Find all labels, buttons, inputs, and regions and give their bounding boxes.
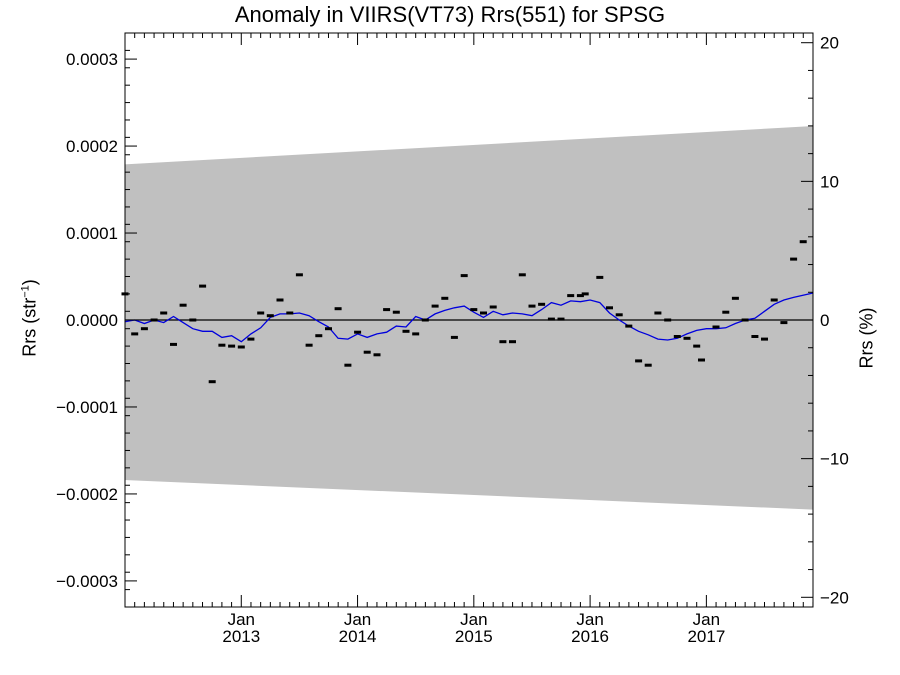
x-tick-month: Jan xyxy=(460,610,487,629)
data-point xyxy=(325,327,332,331)
data-point xyxy=(673,335,681,338)
data-point xyxy=(199,284,207,288)
data-point xyxy=(780,321,788,325)
data-point xyxy=(722,310,730,314)
data-point xyxy=(698,358,705,362)
data-point xyxy=(344,363,352,367)
data-point xyxy=(683,336,691,340)
x-tick-month: Jan xyxy=(228,610,255,629)
data-point xyxy=(160,311,168,315)
data-point xyxy=(751,335,759,338)
x-tick-year: 2013 xyxy=(222,627,260,646)
data-point xyxy=(218,343,226,347)
data-point xyxy=(412,332,420,336)
data-point xyxy=(266,314,274,318)
left-tick-label: −0.0002 xyxy=(56,485,118,504)
data-point xyxy=(150,318,158,322)
data-point xyxy=(276,298,284,302)
data-point xyxy=(228,344,236,348)
left-tick-label: −0.0003 xyxy=(56,572,118,591)
data-point xyxy=(615,313,623,317)
data-point xyxy=(392,310,400,314)
left-tick-label: 0.0002 xyxy=(66,137,118,156)
data-point xyxy=(431,304,439,308)
data-point xyxy=(140,327,148,331)
x-tick-year: 2015 xyxy=(455,627,493,646)
left-tick-label: 0.0001 xyxy=(66,224,118,243)
data-point xyxy=(528,304,536,308)
chart-title: Anomaly in VIIRS(VT73) Rrs(551) for SPSG xyxy=(234,2,666,27)
data-point xyxy=(606,306,613,310)
x-tick-year: 2014 xyxy=(339,627,377,646)
uncertainty-band xyxy=(125,126,813,510)
data-point xyxy=(489,305,497,309)
data-point xyxy=(693,344,701,348)
right-tick-label: 10 xyxy=(820,172,839,191)
data-point xyxy=(557,317,565,321)
right-tick-label: −20 xyxy=(820,588,849,607)
data-point xyxy=(644,363,652,367)
right-tick-label: 20 xyxy=(820,34,839,53)
data-point xyxy=(295,273,303,277)
right-tick-label: −10 xyxy=(820,450,849,469)
data-point xyxy=(460,274,468,278)
x-tick-year: 2017 xyxy=(687,627,725,646)
data-point xyxy=(499,340,507,344)
data-point xyxy=(770,298,778,302)
data-point xyxy=(354,330,362,334)
x-tick-month: Jan xyxy=(693,610,720,629)
left-tick-label: 0.0000 xyxy=(66,311,118,330)
data-point xyxy=(257,311,265,315)
data-point xyxy=(790,257,798,261)
data-point xyxy=(315,334,323,338)
data-point xyxy=(576,294,584,298)
data-point xyxy=(712,325,720,329)
data-point xyxy=(538,302,546,306)
data-point xyxy=(208,380,216,384)
trend-line xyxy=(124,292,814,343)
data-point xyxy=(450,335,458,339)
data-point xyxy=(237,345,245,349)
data-point xyxy=(421,318,429,322)
data-point xyxy=(286,311,294,315)
data-point xyxy=(799,240,807,244)
data-point xyxy=(581,292,589,296)
data-point xyxy=(509,340,516,344)
data-point xyxy=(567,294,575,298)
data-point xyxy=(189,318,197,322)
data-point xyxy=(131,332,139,336)
data-point xyxy=(373,353,381,357)
data-point xyxy=(441,296,449,300)
data-point xyxy=(741,318,749,322)
data-point xyxy=(470,308,478,312)
data-point xyxy=(625,324,633,328)
data-point xyxy=(170,342,177,346)
left-tick-label: −0.0001 xyxy=(56,398,118,417)
x-tick-month: Jan xyxy=(344,610,371,629)
data-point xyxy=(596,275,604,279)
data-point xyxy=(664,318,672,322)
data-point xyxy=(305,343,313,347)
x-tick-month: Jan xyxy=(576,610,603,629)
data-point xyxy=(402,329,410,333)
right-tick-label: 0 xyxy=(820,311,829,330)
data-point xyxy=(247,337,255,341)
data-point xyxy=(518,273,526,277)
data-point xyxy=(334,307,342,311)
data-point xyxy=(363,350,371,354)
data-point xyxy=(480,311,487,315)
data-point xyxy=(635,359,643,363)
data-point xyxy=(654,311,662,315)
data-point xyxy=(731,296,739,300)
data-point xyxy=(761,337,768,341)
left-tick-label: 0.0003 xyxy=(66,50,118,69)
x-tick-year: 2016 xyxy=(571,627,609,646)
data-point xyxy=(383,308,391,312)
data-point xyxy=(179,303,187,307)
data-point xyxy=(547,317,555,321)
